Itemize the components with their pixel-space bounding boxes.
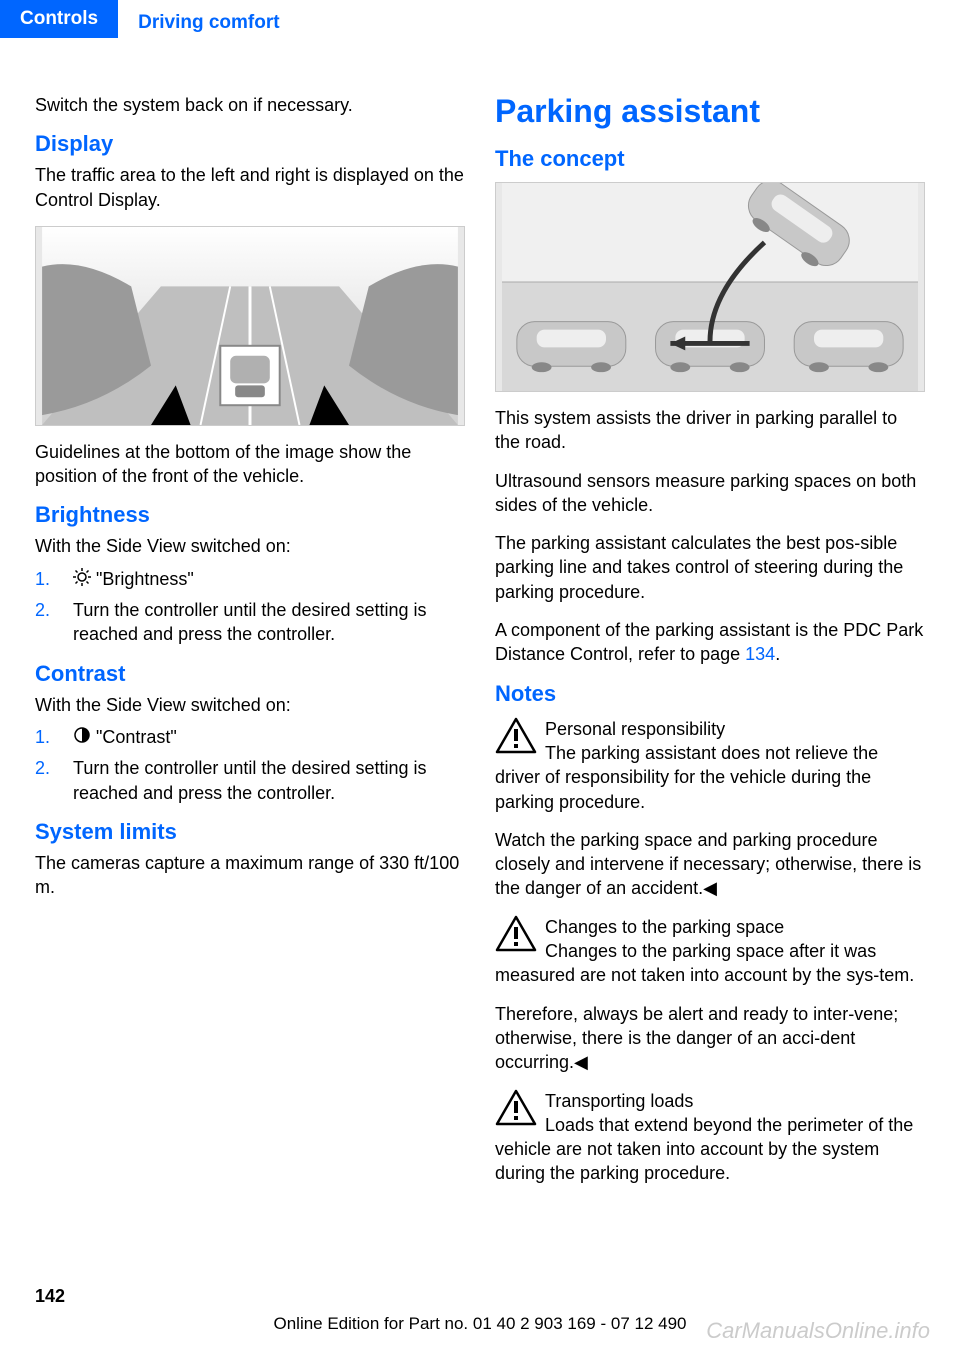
- side-view-illustration: [36, 227, 464, 425]
- system-limits-text: The cameras capture a maximum range of 3…: [35, 851, 465, 900]
- warning-icon: [495, 915, 537, 953]
- brightness-step1-label: "Brightness": [91, 569, 194, 589]
- concept-text-2: Ultrasound sensors measure parking space…: [495, 469, 925, 518]
- system-limits-heading: System limits: [35, 819, 465, 845]
- page-link-134[interactable]: 134: [745, 644, 775, 664]
- contrast-step-2: 2. Turn the controller until the desired…: [35, 756, 465, 805]
- display-heading: Display: [35, 131, 465, 157]
- concept-heading: The concept: [495, 146, 925, 172]
- parking-illustration: [496, 183, 924, 391]
- note2-title: Changes to the parking space: [495, 915, 925, 939]
- brightness-heading: Brightness: [35, 502, 465, 528]
- note2-body1: Changes to the parking space after it wa…: [495, 939, 925, 988]
- watermark: CarManualsOnline.info: [706, 1318, 930, 1344]
- brightness-step-1: 1. "Brightness": [35, 567, 465, 592]
- contrast-steps: 1. "Contrast" 2. Turn the controller unt…: [35, 725, 465, 805]
- contrast-step-1: 1. "Contrast": [35, 725, 465, 750]
- note2-body2: Therefore, always be alert and ready to …: [495, 1002, 925, 1075]
- warning-icon: [495, 717, 537, 755]
- note3-title: Transporting loads: [495, 1089, 925, 1113]
- content-columns: Switch the system back on if necessary. …: [0, 38, 960, 1200]
- note-transporting-loads: Transporting loads Loads that extend bey…: [495, 1089, 925, 1186]
- concept-text-3: The parking assistant calculates the bes…: [495, 531, 925, 604]
- step-number: 1.: [35, 567, 50, 591]
- display-text-2: Guidelines at the bottom of the image sh…: [35, 440, 465, 489]
- left-column: Switch the system back on if necessary. …: [35, 93, 465, 1200]
- note1-title: Personal responsibility: [495, 717, 925, 741]
- note-personal-responsibility: Personal responsibility The parking assi…: [495, 717, 925, 814]
- figure-parking-concept: [495, 182, 925, 392]
- note1-body1: The parking assistant does not relieve t…: [495, 741, 925, 814]
- page-number: 142: [35, 1286, 65, 1307]
- brightness-icon: [73, 568, 91, 592]
- contrast-intro: With the Side View switched on:: [35, 693, 465, 717]
- notes-heading: Notes: [495, 681, 925, 707]
- contrast-step2-text: Turn the controller until the desired se…: [73, 758, 427, 802]
- concept-text-4: A component of the parking assistant is …: [495, 618, 925, 667]
- concept-text-1: This system assists the driver in parkin…: [495, 406, 925, 455]
- note-changes-parking-space: Changes to the parking space Changes to …: [495, 915, 925, 988]
- contrast-step1-label: "Contrast": [91, 727, 177, 747]
- note1-body2: Watch the parking space and parking proc…: [495, 828, 925, 901]
- header-row: Controls Driving comfort: [0, 0, 960, 38]
- figure-side-view: [35, 226, 465, 426]
- brightness-intro: With the Side View switched on:: [35, 534, 465, 558]
- brightness-step-2: 2. Turn the controller until the desired…: [35, 598, 465, 647]
- concept-text-4b: .: [775, 644, 780, 664]
- contrast-icon: [73, 726, 91, 750]
- note3-body1: Loads that extend beyond the perimeter o…: [495, 1113, 925, 1186]
- parking-assistant-title: Parking assistant: [495, 93, 925, 130]
- header-chapter: Controls: [0, 0, 118, 38]
- concept-text-4a: A component of the parking assistant is …: [495, 620, 923, 664]
- brightness-step2-text: Turn the controller until the desired se…: [73, 600, 427, 644]
- display-text-1: The traffic area to the left and right i…: [35, 163, 465, 212]
- contrast-heading: Contrast: [35, 661, 465, 687]
- warning-icon: [495, 1089, 537, 1127]
- right-column: Parking assistant The concept: [495, 93, 925, 1200]
- brightness-steps: 1. "Brightness" 2. Turn the controller u…: [35, 567, 465, 647]
- step-number: 1.: [35, 725, 50, 749]
- switch-text: Switch the system back on if necessary.: [35, 93, 465, 117]
- step-number: 2.: [35, 756, 50, 780]
- page: Controls Driving comfort Switch the syst…: [0, 0, 960, 1362]
- step-number: 2.: [35, 598, 50, 622]
- header-section: Driving comfort: [138, 4, 279, 34]
